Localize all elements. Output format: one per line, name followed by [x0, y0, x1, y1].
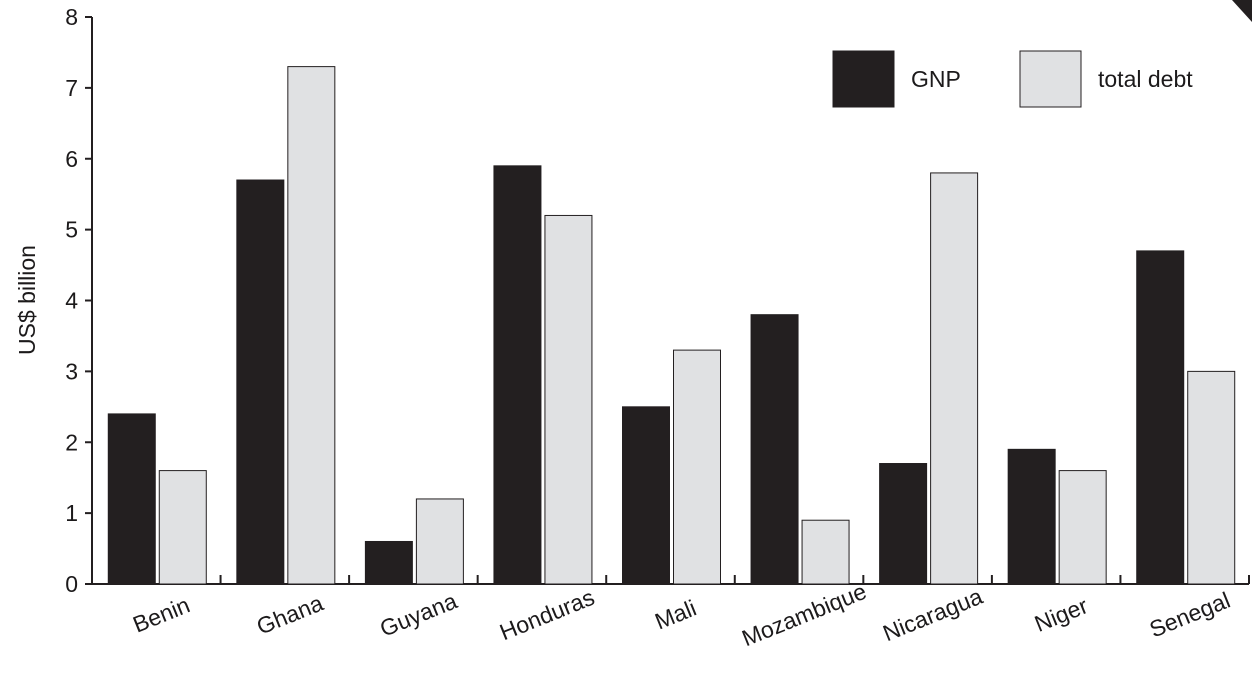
bar-total-debt-benin — [158, 470, 207, 585]
legend-swatch-gnp — [832, 50, 895, 108]
x-category-label: Mali — [651, 595, 700, 635]
bar-gnp-honduras — [493, 165, 542, 585]
x-axis: Benin Ghana Guyana Honduras Mali Mozambique Ni… — [92, 575, 1250, 651]
bar-gnp-niger — [1007, 448, 1056, 585]
y-tick-label: 5 — [65, 217, 78, 243]
bar-total-debt-guyana — [415, 498, 464, 585]
corner-decoration — [1232, 0, 1252, 22]
bar-total-debt-niger — [1058, 470, 1107, 585]
y-axis: 0 1 2 3 4 5 6 7 8 — [65, 4, 93, 597]
x-category-label: Mozambique — [738, 578, 870, 651]
x-category-label: Guyana — [376, 587, 461, 641]
legend-label: GNP — [911, 66, 961, 92]
bar-gnp-mali — [622, 406, 670, 585]
bar-gnp-ghana — [236, 179, 285, 585]
bar-total-debt-senegal — [1187, 370, 1236, 585]
bar-gnp-mozambique — [750, 314, 799, 585]
x-category-label: Benin — [129, 592, 193, 638]
y-tick-label: 2 — [65, 429, 78, 455]
y-tick-label: 1 — [65, 500, 78, 526]
x-category-label: Senegal — [1146, 587, 1234, 643]
bars — [107, 66, 1236, 585]
bar-total-debt-mali — [673, 349, 721, 585]
bar-gnp-benin — [107, 413, 156, 585]
bar-gnp-senegal — [1136, 250, 1185, 585]
bar-gnp-guyana — [364, 540, 413, 585]
y-tick-label: 4 — [65, 288, 78, 314]
y-tick-label: 8 — [65, 4, 78, 30]
y-tick-label: 3 — [65, 358, 78, 384]
x-category-label: Niger — [1031, 592, 1092, 637]
bar-total-debt-honduras — [544, 214, 593, 585]
x-category-label: Honduras — [496, 584, 598, 645]
y-axis-title: US$ billion — [14, 245, 40, 355]
x-category-label: Nicaragua — [879, 583, 986, 646]
y-tick-label: 0 — [65, 571, 78, 597]
legend-swatch-total-debt — [1019, 50, 1082, 108]
bar-total-debt-mozambique — [801, 519, 850, 585]
legend-label: total debt — [1098, 66, 1193, 92]
bar-total-debt-ghana — [287, 66, 336, 585]
bar-total-debt-nicaragua — [930, 172, 979, 585]
bar-gnp-nicaragua — [879, 463, 928, 585]
y-tick-label: 6 — [65, 146, 78, 172]
x-category-label: Ghana — [253, 590, 327, 640]
y-tick-label: 7 — [65, 75, 78, 101]
legend: GNP total debt — [832, 50, 1193, 108]
